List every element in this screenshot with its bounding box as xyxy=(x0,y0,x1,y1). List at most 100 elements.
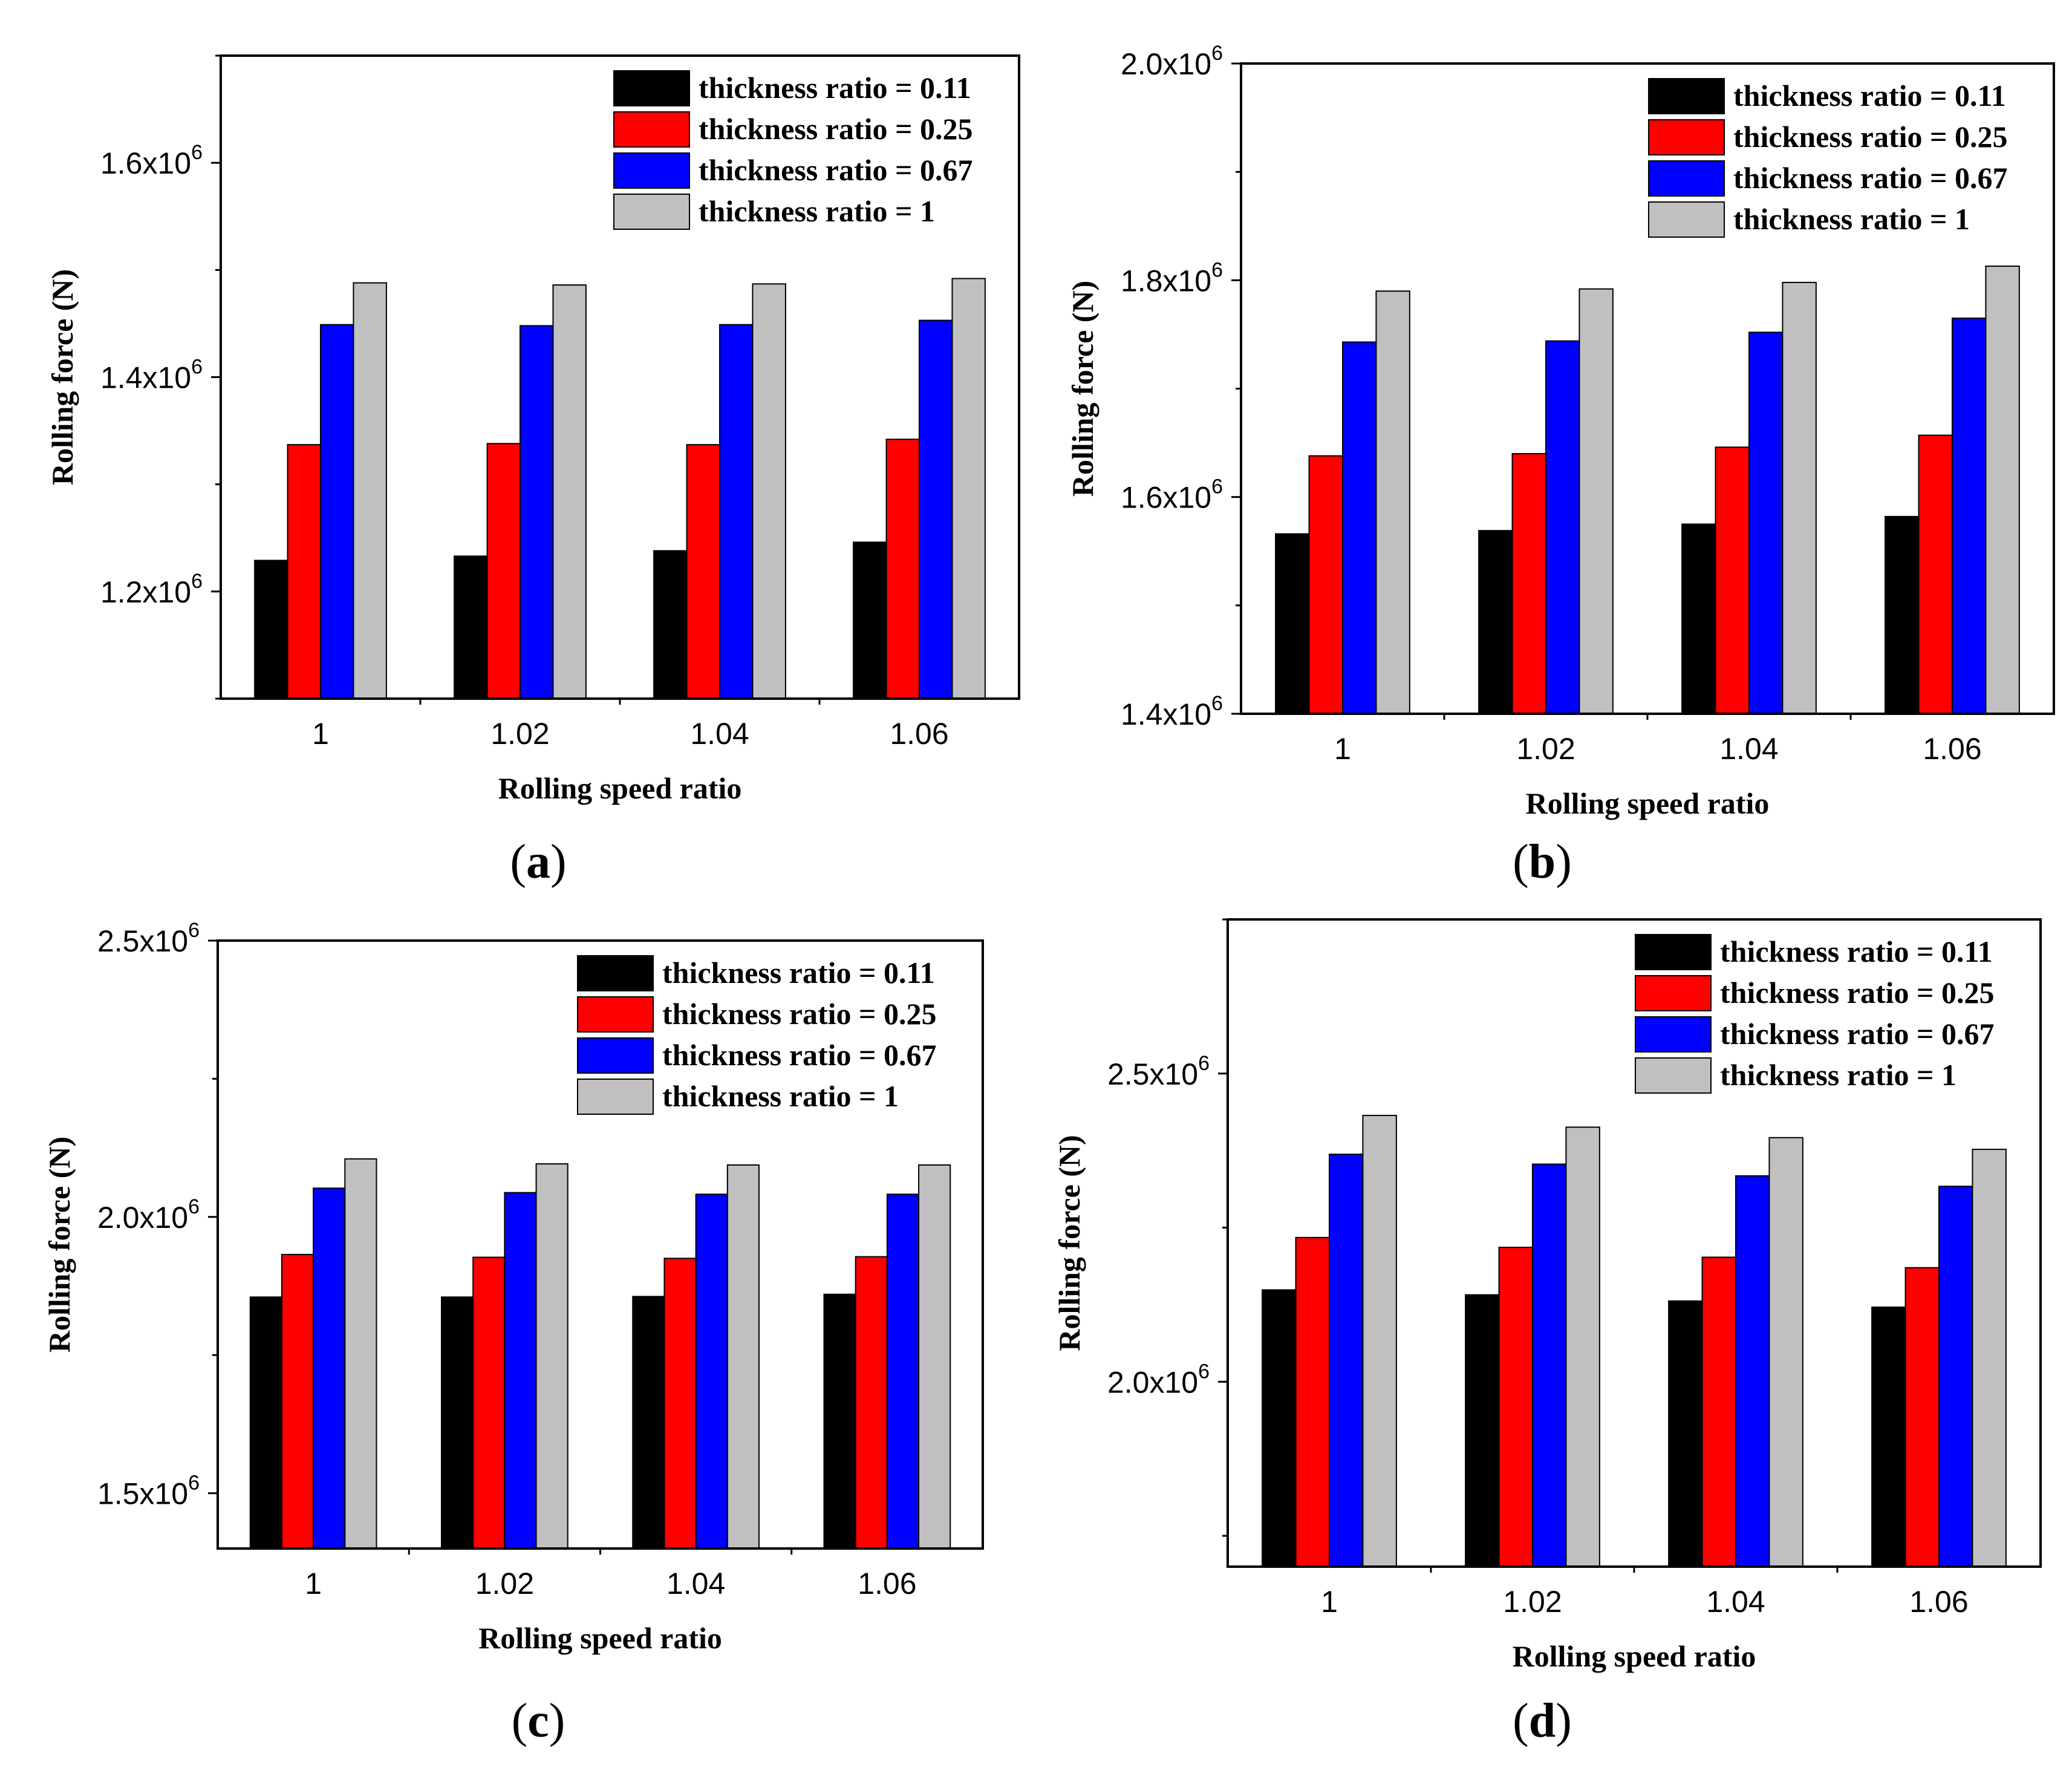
bar-a-1-3 xyxy=(552,284,587,699)
x-tick-label-a-3: 1.06 xyxy=(890,717,948,751)
legend-swatch-d-1 xyxy=(1635,975,1712,1011)
bar-c-2-2 xyxy=(695,1193,728,1550)
bar-b-2-0 xyxy=(1681,523,1716,714)
legend-label-a-3: thickness ratio = 1 xyxy=(699,194,935,228)
y-tick-label-c-1: 2.0x106 xyxy=(97,1195,200,1235)
legend-swatch-d-2 xyxy=(1635,1016,1712,1053)
bar-b-1-3 xyxy=(1578,288,1614,714)
legend-swatch-b-3 xyxy=(1648,201,1725,238)
bar-c-0-2 xyxy=(313,1187,346,1549)
bar-c-0-0 xyxy=(249,1296,282,1550)
bar-d-3-3 xyxy=(1972,1149,2007,1568)
legend-swatch-a-0 xyxy=(613,70,690,106)
bar-c-0-3 xyxy=(344,1158,377,1549)
y-axis-label-c: Rolling force (N) xyxy=(42,1137,76,1353)
bar-c-3-2 xyxy=(886,1193,920,1550)
bar-b-0-2 xyxy=(1342,341,1377,714)
bar-a-0-0 xyxy=(254,560,288,700)
legend-swatch-b-1 xyxy=(1648,119,1725,155)
x-tick-label-b-2: 1.04 xyxy=(1719,732,1778,766)
legend-label-a-1: thickness ratio = 0.25 xyxy=(699,112,973,146)
x-axis-label-d: Rolling speed ratio xyxy=(1513,1639,1756,1673)
bar-d-2-0 xyxy=(1668,1300,1703,1567)
bar-d-2-1 xyxy=(1701,1256,1737,1567)
x-tick-label-d-0: 1 xyxy=(1321,1585,1338,1619)
bar-b-2-3 xyxy=(1782,281,1817,714)
bar-b-3-0 xyxy=(1885,515,1920,715)
legend-label-a-0: thickness ratio = 0.11 xyxy=(699,71,971,105)
legend-swatch-d-3 xyxy=(1635,1057,1712,1094)
legend-swatch-c-2 xyxy=(577,1037,654,1074)
bar-d-1-3 xyxy=(1565,1126,1600,1567)
legend-swatch-d-0 xyxy=(1635,934,1712,970)
y-axis-label-a: Rolling force (N) xyxy=(45,269,79,485)
legend-swatch-b-0 xyxy=(1648,78,1725,114)
legend-label-a-2: thickness ratio = 0.67 xyxy=(699,153,973,187)
bar-c-1-0 xyxy=(441,1296,474,1550)
x-tick-label-a-2: 1.04 xyxy=(690,717,749,751)
bar-c-1-3 xyxy=(535,1163,568,1550)
y-tick-label-c-0: 1.5x106 xyxy=(97,1472,200,1511)
bar-d-3-0 xyxy=(1871,1306,1906,1567)
x-tick-label-b-3: 1.06 xyxy=(1923,732,1981,766)
legend-swatch-a-1 xyxy=(613,111,690,148)
bar-d-2-2 xyxy=(1735,1175,1770,1567)
plot-frame-a xyxy=(220,54,1020,700)
y-axis-label-b: Rolling force (N) xyxy=(1066,281,1100,497)
bar-b-1-2 xyxy=(1545,340,1580,714)
bar-d-3-2 xyxy=(1938,1186,1973,1567)
y-tick-label-b-0: 1.4x106 xyxy=(1121,692,1223,731)
x-tick-label-d-3: 1.06 xyxy=(1909,1585,1968,1619)
y-axis-label-d: Rolling force (N) xyxy=(1052,1135,1086,1351)
bar-b-1-0 xyxy=(1478,530,1513,714)
bar-b-1-1 xyxy=(1511,453,1546,714)
bar-a-2-2 xyxy=(719,324,754,699)
x-tick-label-c-0: 1 xyxy=(305,1567,322,1601)
bar-c-3-0 xyxy=(823,1293,856,1550)
x-tick-label-d-1: 1.02 xyxy=(1503,1585,1562,1619)
legend-swatch-c-1 xyxy=(577,996,654,1033)
chart-panel-c: 1 1.02 1.04 1.06 1.5x106 2.0x106 2.5x106 Rollin… xyxy=(0,895,1036,1682)
bar-c-2-1 xyxy=(663,1258,697,1549)
bar-a-1-0 xyxy=(454,555,488,700)
legend-label-c-0: thickness ratio = 0.11 xyxy=(662,956,935,990)
bar-b-0-1 xyxy=(1308,455,1343,714)
bar-c-2-3 xyxy=(726,1164,760,1550)
legend-swatch-c-0 xyxy=(577,955,654,991)
caption-d: (d) xyxy=(1513,1694,1572,1748)
bar-b-3-2 xyxy=(1952,318,1987,714)
x-tick-label-c-1: 1.02 xyxy=(475,1567,534,1601)
chart-d: 1 1.02 1.04 1.06 2.0x106 2.5x106 Rolling speed… xyxy=(1052,918,2042,1673)
bar-a-2-0 xyxy=(653,550,688,700)
bar-c-0-1 xyxy=(281,1253,314,1549)
legend-label-c-1: thickness ratio = 0.25 xyxy=(662,997,937,1031)
bar-a-1-1 xyxy=(486,443,521,699)
bar-d-0-1 xyxy=(1295,1236,1330,1567)
y-tick-label-b-2: 1.8x106 xyxy=(1121,258,1223,298)
legend-label-d-3: thickness ratio = 1 xyxy=(1720,1058,1956,1092)
bar-b-0-0 xyxy=(1275,533,1310,714)
bar-a-3-3 xyxy=(951,278,986,699)
bar-c-3-1 xyxy=(855,1256,888,1549)
x-tick-label-b-1: 1.02 xyxy=(1516,732,1575,766)
x-axis-label-b: Rolling speed ratio xyxy=(1526,786,1770,820)
legend-label-b-3: thickness ratio = 1 xyxy=(1733,202,1970,236)
chart-panel-b: 1 1.02 1.04 1.06 1.4x106 1.6x106 1.8x106 2.0x10… xyxy=(1036,0,2072,847)
y-tick-label-a-2: 1.6x106 xyxy=(100,141,203,180)
legend-label-c-3: thickness ratio = 1 xyxy=(662,1079,899,1113)
bar-d-1-2 xyxy=(1532,1163,1567,1567)
legend-label-b-0: thickness ratio = 0.11 xyxy=(1733,79,2006,113)
bar-d-2-3 xyxy=(1768,1137,1803,1567)
bar-b-3-1 xyxy=(1918,434,1953,715)
chart-c: 1 1.02 1.04 1.06 1.5x106 2.0x106 2.5x106 Rollin… xyxy=(42,919,984,1655)
legend-label-b-2: thickness ratio = 0.67 xyxy=(1733,161,2008,195)
bar-a-3-1 xyxy=(885,439,920,699)
legend-label-c-2: thickness ratio = 0.67 xyxy=(662,1038,937,1072)
bar-a-0-3 xyxy=(353,282,387,699)
legend-swatch-b-2 xyxy=(1648,160,1725,197)
bar-d-3-1 xyxy=(1904,1267,1940,1567)
bar-b-2-1 xyxy=(1715,446,1750,714)
bar-a-3-0 xyxy=(853,541,887,699)
x-tick-label-a-0: 1 xyxy=(312,717,329,751)
chart-panel-a: 1 1.02 1.04 1.06 1.2x106 1.4x106 1.6x106 Rollin… xyxy=(0,0,1036,847)
